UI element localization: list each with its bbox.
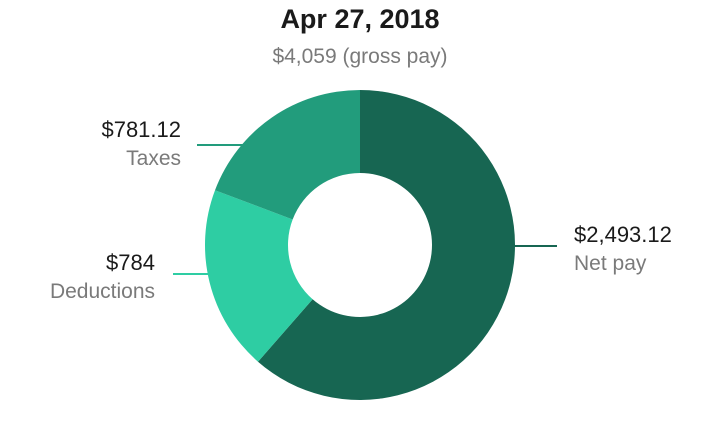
taxes-slice	[215, 89, 360, 220]
net-pay-slice	[257, 90, 515, 401]
net-pay-category-label: Net pay	[574, 252, 647, 275]
deductions-slice	[204, 190, 313, 362]
deductions-category-label: Deductions	[50, 280, 155, 303]
taxes-amount-label: $781.12	[101, 117, 181, 142]
chart-subtitle: $4,059 (gross pay)	[272, 45, 448, 68]
taxes-category-label: Taxes	[126, 147, 181, 170]
deductions-amount-label: $784	[106, 250, 155, 275]
chart-title: Apr 27, 2018	[280, 4, 440, 34]
net-pay-amount-label: $2,493.12	[574, 222, 672, 247]
